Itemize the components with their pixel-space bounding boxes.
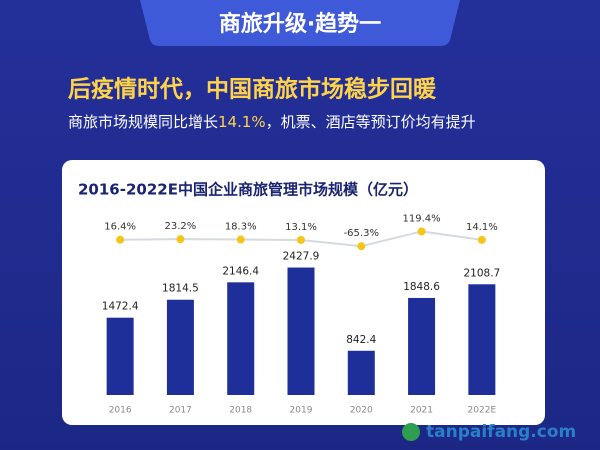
subtitle: 商旅市场规模同比增长14.1%，机票、酒店等预订价均有提升 bbox=[68, 113, 476, 131]
growth-label: -65.3% bbox=[344, 228, 379, 239]
bar-value-label: 2427.9 bbox=[283, 251, 320, 263]
bar-value-label: 1848.6 bbox=[403, 281, 440, 293]
growth-dot bbox=[417, 227, 426, 236]
x-tick-label: 2022E bbox=[468, 406, 497, 416]
growth-label: 18.3% bbox=[225, 222, 257, 233]
subtitle-highlight: 14.1% bbox=[218, 113, 266, 131]
growth-label: 14.1% bbox=[466, 222, 498, 233]
tab bbox=[140, 0, 460, 46]
growth-label: 23.2% bbox=[165, 221, 197, 232]
headline: 后疫情时代，中国商旅市场稳步回暖 bbox=[68, 76, 437, 103]
bar-value-label: 2146.4 bbox=[222, 265, 259, 277]
chart: 1472.4 2016 1814.5 2017 2146.4 2018 2427.9 2019… bbox=[102, 213, 500, 415]
growth-dot bbox=[357, 242, 366, 251]
growth-dot bbox=[477, 235, 486, 244]
growth-label: 13.1% bbox=[285, 222, 317, 233]
x-tick-label: 2017 bbox=[169, 406, 192, 416]
x-tick-label: 2020 bbox=[350, 406, 373, 416]
growth-label: 16.4% bbox=[104, 222, 136, 233]
x-tick-label: 2016 bbox=[109, 406, 132, 416]
bar bbox=[106, 317, 134, 395]
bar bbox=[166, 299, 194, 395]
x-tick-label: 2019 bbox=[290, 406, 313, 416]
bar bbox=[287, 267, 315, 395]
tab-title: 商旅升级·趋势一 bbox=[219, 11, 381, 37]
bar-value-label: 1814.5 bbox=[162, 283, 199, 295]
growth-dot bbox=[236, 235, 245, 244]
growth-dot bbox=[297, 235, 305, 244]
x-tick-label: 2018 bbox=[229, 406, 252, 416]
subtitle-text: 商旅市场规模同比增长 bbox=[68, 113, 218, 131]
growth-dot bbox=[176, 235, 185, 244]
bar bbox=[468, 284, 496, 395]
watermark-icon bbox=[402, 423, 420, 441]
bar bbox=[408, 297, 436, 395]
subtitle-text: ，机票、酒店等预订价均有提升 bbox=[266, 113, 476, 131]
growth-label: 119.4% bbox=[403, 213, 441, 224]
chart-title: 2016-2022E中国企业商旅管理市场规模（亿元） bbox=[78, 181, 418, 199]
bar bbox=[347, 350, 375, 395]
watermark: tanpaifang.com bbox=[426, 422, 576, 442]
growth-dot bbox=[116, 235, 125, 244]
x-tick-label: 2021 bbox=[410, 406, 433, 416]
bar bbox=[227, 282, 255, 395]
bar-value-label: 2108.7 bbox=[463, 267, 500, 279]
bar-value-label: 842.4 bbox=[346, 334, 376, 346]
bar-value-label: 1472.4 bbox=[102, 301, 139, 313]
